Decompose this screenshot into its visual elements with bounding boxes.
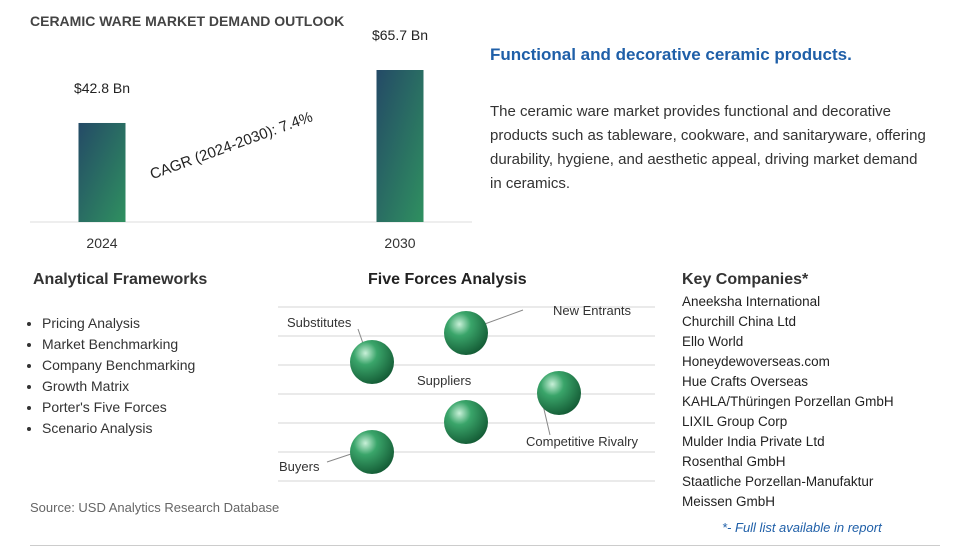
x-tick-label: 2030 <box>384 235 415 251</box>
summary-heading: Functional and decorative ceramic produc… <box>490 45 852 64</box>
frameworks-title: Analytical Frameworks <box>33 271 208 288</box>
force-label: Substitutes <box>287 315 352 330</box>
company-item: Hue Crafts Overseas <box>682 374 809 389</box>
companies-title: Key Companies* <box>682 271 809 288</box>
force-label: New Entrants <box>553 303 632 318</box>
spheres <box>350 311 581 474</box>
footer-rule <box>30 545 940 546</box>
connectors <box>326 309 551 463</box>
value-label: $42.8 Bn <box>74 80 130 96</box>
company-item: Churchill China Ltd <box>682 314 797 329</box>
x-tick-label: 2024 <box>86 235 117 251</box>
value-label: $65.7 Bn <box>372 27 428 43</box>
framework-item: Pricing Analysis <box>42 313 195 334</box>
chart: CAGR (2024-2030): 7.4% $42.8 Bn 2024 $65.7… <box>30 27 472 251</box>
company-item: Staatliche Porzellan-Manufaktur Meissen … <box>682 474 874 509</box>
five-forces-diagram: Substitutes New Entrants Suppliers Competit… <box>278 303 655 482</box>
company-item: Ello World <box>682 334 744 349</box>
company-item: KAHLA/Thüringen Porzellan GmbH <box>682 394 894 409</box>
company-item: Mulder India Private Ltd <box>682 434 825 449</box>
force-label: Buyers <box>279 459 320 474</box>
bar <box>78 122 126 222</box>
five-forces-title: Five Forces Analysis <box>368 271 527 288</box>
force-label: Competitive Rivalry <box>526 434 638 449</box>
framework-item: Market Benchmarking <box>42 334 195 355</box>
bar <box>376 70 424 222</box>
framework-item: Company Benchmarking <box>42 355 195 376</box>
frameworks-list: Pricing AnalysisMarket BenchmarkingCompa… <box>28 313 195 439</box>
summary-text: The ceramic ware market provides functio… <box>490 103 926 192</box>
cagr-annotation: CAGR (2024-2030): 7.4% <box>148 108 315 183</box>
framework-item: Porter's Five Forces <box>42 397 195 418</box>
companies-list: Aneeksha International Churchill China Lt… <box>682 292 907 512</box>
company-item: Rosenthal GmbH <box>682 454 786 469</box>
framework-item: Scenario Analysis <box>42 418 195 439</box>
company-item: Honeydewoverseas.com <box>682 354 830 369</box>
company-item: LIXIL Group Corp <box>682 414 788 429</box>
companies-note: *- Full list available in report <box>722 520 882 535</box>
force-label: Suppliers <box>417 373 472 388</box>
framework-item: Growth Matrix <box>42 376 195 397</box>
page-title: CERAMIC WARE MARKET DEMAND OUTLOOK <box>30 13 345 29</box>
company-item: Aneeksha International <box>682 294 821 309</box>
source: Source: USD Analytics Research Database <box>30 500 280 515</box>
